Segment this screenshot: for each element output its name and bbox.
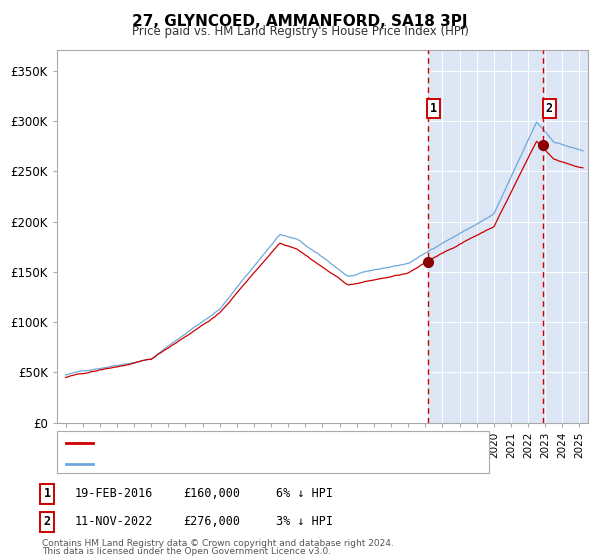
Bar xyxy=(57,50,428,423)
Text: This data is licensed under the Open Government Licence v3.0.: This data is licensed under the Open Gov… xyxy=(42,547,331,556)
Text: £160,000: £160,000 xyxy=(183,487,240,501)
Text: 27, GLYNCOED, AMMANFORD, SA18 3PJ: 27, GLYNCOED, AMMANFORD, SA18 3PJ xyxy=(132,14,468,29)
Text: 3% ↓ HPI: 3% ↓ HPI xyxy=(276,515,333,529)
Text: 1: 1 xyxy=(44,487,51,501)
Text: 1: 1 xyxy=(430,101,437,115)
Text: HPI: Average price, detached house, Carmarthenshire: HPI: Average price, detached house, Carm… xyxy=(97,459,398,469)
Text: 6% ↓ HPI: 6% ↓ HPI xyxy=(276,487,333,501)
Text: 19-FEB-2016: 19-FEB-2016 xyxy=(75,487,154,501)
Text: 11-NOV-2022: 11-NOV-2022 xyxy=(75,515,154,529)
Text: 2: 2 xyxy=(44,515,51,529)
Text: Contains HM Land Registry data © Crown copyright and database right 2024.: Contains HM Land Registry data © Crown c… xyxy=(42,539,394,548)
Text: Price paid vs. HM Land Registry's House Price Index (HPI): Price paid vs. HM Land Registry's House … xyxy=(131,25,469,38)
Text: 2: 2 xyxy=(545,101,553,115)
Text: 27, GLYNCOED, AMMANFORD, SA18 3PJ (detached house): 27, GLYNCOED, AMMANFORD, SA18 3PJ (detac… xyxy=(97,438,419,448)
Text: £276,000: £276,000 xyxy=(183,515,240,529)
